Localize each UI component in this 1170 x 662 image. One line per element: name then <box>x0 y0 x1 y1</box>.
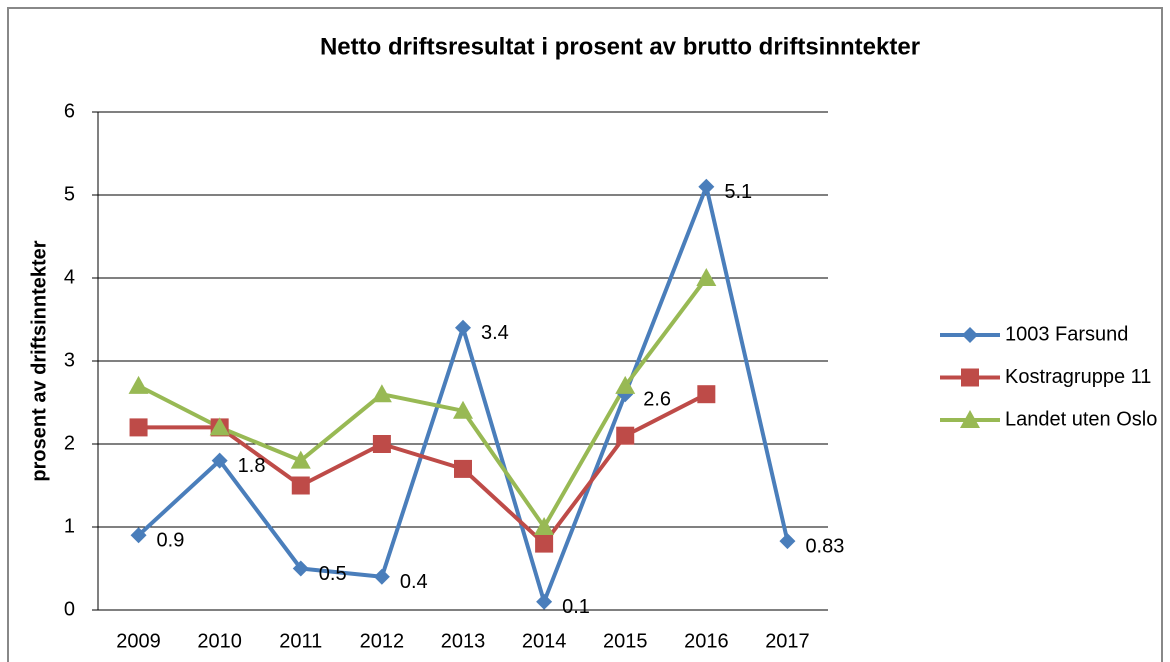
legend-label: Kostragruppe 11 <box>1005 366 1151 388</box>
marker <box>960 410 980 428</box>
x-tick-label: 2015 <box>603 630 648 652</box>
marker <box>292 560 309 577</box>
marker <box>615 375 636 394</box>
marker <box>455 319 471 336</box>
y-tick-label: 0 <box>64 598 75 620</box>
x-tick-label: 2017 <box>765 630 810 652</box>
marker <box>290 450 311 469</box>
marker <box>616 426 635 445</box>
y-tick-label: 3 <box>64 349 75 371</box>
y-axis-title: prosent av driftsinntekter <box>28 240 50 481</box>
x-tick-label: 2009 <box>116 630 161 652</box>
data-label: 2.6 <box>643 388 671 410</box>
marker <box>697 385 716 404</box>
data-label: 0.4 <box>400 571 428 593</box>
marker <box>291 476 310 495</box>
marker <box>779 533 796 550</box>
legend-label: 1003 Farsund <box>1005 323 1128 345</box>
x-tick-label: 2010 <box>197 630 242 652</box>
marker <box>211 452 228 469</box>
data-label: 1.8 <box>238 455 266 477</box>
marker <box>371 384 392 403</box>
x-tick-label: 2013 <box>441 630 486 652</box>
x-tick-label: 2012 <box>360 630 405 652</box>
data-label: 0.1 <box>562 596 590 618</box>
marker <box>209 417 230 436</box>
marker <box>962 327 978 343</box>
marker <box>534 517 555 535</box>
x-tick-label: 2016 <box>684 630 729 652</box>
data-label: 3.4 <box>481 322 509 344</box>
data-label: 0.83 <box>805 535 844 557</box>
marker <box>453 400 473 419</box>
y-tick-label: 1 <box>64 515 75 537</box>
data-label: 5.1 <box>724 181 752 203</box>
marker <box>698 178 715 195</box>
y-tick-label: 5 <box>64 183 75 205</box>
marker <box>454 459 472 478</box>
marker <box>128 375 149 394</box>
y-tick-label: 4 <box>64 266 75 288</box>
x-tick-label: 2011 <box>279 630 322 652</box>
x-tick-label: 2014 <box>522 630 567 652</box>
y-tick-label: 2 <box>64 432 75 454</box>
data-label: 0.9 <box>157 530 185 552</box>
data-label: 0.5 <box>319 563 347 585</box>
marker <box>130 527 147 544</box>
series-line <box>138 392 708 546</box>
marker <box>961 368 979 387</box>
marker <box>536 593 553 610</box>
legend-label: Landet uten Oslo <box>1005 408 1157 430</box>
marker <box>129 418 148 437</box>
series-line <box>137 276 708 529</box>
marker <box>535 534 554 553</box>
chart-title: Netto driftsresultat i prosent av brutto… <box>320 33 920 60</box>
y-tick-label: 6 <box>64 100 75 122</box>
marker <box>696 268 717 286</box>
marker <box>373 568 390 585</box>
marker <box>372 435 391 453</box>
